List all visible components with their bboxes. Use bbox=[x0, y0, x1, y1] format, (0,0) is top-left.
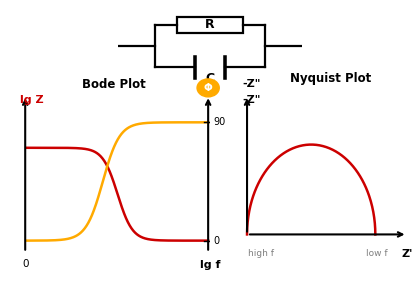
Text: lg Z: lg Z bbox=[20, 95, 43, 105]
Text: Bode Plot: Bode Plot bbox=[82, 78, 146, 91]
Text: 0: 0 bbox=[22, 259, 29, 268]
Text: high f: high f bbox=[248, 249, 274, 258]
Text: C: C bbox=[205, 72, 215, 85]
Text: lg f: lg f bbox=[200, 260, 220, 270]
Text: 90: 90 bbox=[214, 117, 226, 127]
Bar bbox=[177, 17, 243, 33]
Text: low f: low f bbox=[366, 249, 388, 258]
Text: R: R bbox=[205, 18, 215, 32]
Text: -Z": -Z" bbox=[242, 95, 261, 105]
Text: -Z": -Z" bbox=[242, 79, 261, 89]
Text: 0: 0 bbox=[214, 236, 220, 246]
Circle shape bbox=[197, 79, 219, 97]
Text: Z': Z' bbox=[402, 249, 413, 260]
Text: Nyquist Plot: Nyquist Plot bbox=[290, 72, 372, 85]
Text: Φ: Φ bbox=[204, 83, 213, 93]
